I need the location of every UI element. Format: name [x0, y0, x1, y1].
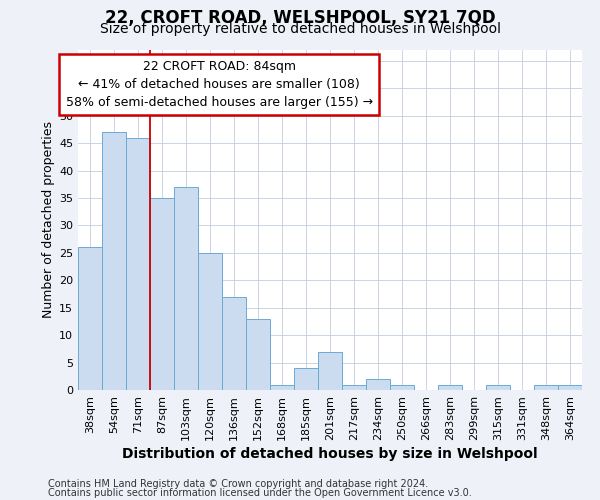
Bar — [126, 138, 150, 390]
Bar — [438, 384, 462, 390]
Bar — [174, 187, 198, 390]
Bar — [198, 253, 222, 390]
Text: Size of property relative to detached houses in Welshpool: Size of property relative to detached ho… — [100, 22, 500, 36]
Bar — [78, 248, 102, 390]
X-axis label: Distribution of detached houses by size in Welshpool: Distribution of detached houses by size … — [122, 447, 538, 461]
Y-axis label: Number of detached properties: Number of detached properties — [42, 122, 55, 318]
Bar — [366, 379, 390, 390]
Bar — [102, 132, 126, 390]
Bar — [246, 318, 270, 390]
Bar — [270, 384, 294, 390]
Bar — [486, 384, 510, 390]
Bar — [222, 297, 246, 390]
Text: 22 CROFT ROAD: 84sqm
← 41% of detached houses are smaller (108)
58% of semi-deta: 22 CROFT ROAD: 84sqm ← 41% of detached h… — [65, 60, 373, 109]
Bar — [342, 384, 366, 390]
Bar — [150, 198, 174, 390]
Bar — [318, 352, 342, 390]
Text: Contains HM Land Registry data © Crown copyright and database right 2024.: Contains HM Land Registry data © Crown c… — [48, 479, 428, 489]
Text: 22, CROFT ROAD, WELSHPOOL, SY21 7QD: 22, CROFT ROAD, WELSHPOOL, SY21 7QD — [104, 9, 496, 27]
Bar — [558, 384, 582, 390]
Bar — [294, 368, 318, 390]
Bar — [534, 384, 558, 390]
Bar — [390, 384, 414, 390]
Text: Contains public sector information licensed under the Open Government Licence v3: Contains public sector information licen… — [48, 488, 472, 498]
